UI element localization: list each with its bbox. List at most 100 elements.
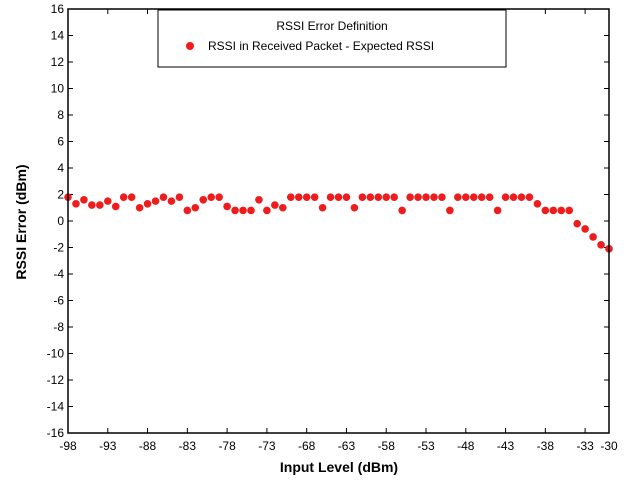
y-tick-label: 8 [57, 108, 64, 122]
x-tick-label: -33 [576, 439, 594, 453]
y-axis-title: RSSI Error (dBm) [13, 164, 29, 279]
y-tick-label: -6 [53, 294, 64, 308]
data-point [597, 241, 605, 249]
data-point [143, 199, 152, 208]
data-point [183, 206, 192, 215]
x-tick-label: -93 [99, 439, 117, 453]
data-point [589, 233, 597, 241]
x-tick-label: -30 [600, 439, 618, 453]
data-point [406, 193, 414, 201]
y-tick-label: 2 [57, 188, 64, 202]
y-tick-label: 4 [57, 161, 64, 175]
data-point [191, 203, 200, 212]
data-point [342, 193, 351, 201]
data-point [310, 193, 319, 201]
data-point [294, 193, 303, 201]
axis-ticks: 16 14 12 10 8 6 4 2 0 -2 -4 -6 -8 -10 -12 -14 -16-98 -93 -… [47, 2, 618, 453]
data-point [581, 225, 589, 233]
y-tick-label: -8 [53, 320, 64, 334]
data-point [549, 206, 558, 215]
data-point [111, 202, 120, 211]
legend-series-label: RSSI in Received Packet - Expected RSSI [208, 39, 434, 53]
y-tick-label: 12 [51, 55, 65, 69]
data-point [398, 206, 406, 215]
y-axis-title-group: RSSI Error (dBm) [13, 164, 29, 279]
data-point [382, 193, 391, 201]
data-point [334, 193, 343, 201]
y-tick-label: 16 [51, 2, 65, 16]
data-point [477, 193, 486, 201]
data-point [374, 193, 383, 201]
data-point [390, 193, 398, 201]
data-point [127, 193, 136, 201]
x-tick-label: -38 [537, 439, 555, 453]
legend: RSSI Error Definition RSSI in Received P… [157, 9, 507, 68]
data-point [302, 193, 311, 201]
x-tick-label: -63 [338, 439, 356, 453]
data-point [96, 201, 104, 209]
data-point [239, 206, 247, 215]
data-point [159, 193, 168, 201]
data-point [366, 193, 375, 201]
x-axis-title: Input Level (dBm) [280, 459, 398, 475]
data-point [525, 193, 534, 201]
data-point [135, 203, 144, 212]
y-tick-label: 14 [51, 29, 65, 43]
data-point [454, 193, 462, 201]
x-tick-label: -98 [59, 439, 77, 453]
data-point [326, 193, 335, 201]
data-point [565, 206, 574, 215]
data-point [509, 193, 518, 201]
data-point [223, 202, 231, 211]
x-tick-label: -68 [298, 439, 316, 453]
data-point [469, 193, 478, 201]
data-point [485, 193, 494, 201]
data-point [557, 206, 566, 215]
x-tick-label: -73 [258, 439, 276, 453]
data-point [501, 193, 510, 201]
y-tick-label: -12 [47, 373, 65, 387]
data-point [231, 206, 239, 215]
data-point [255, 196, 263, 204]
data-point [207, 193, 216, 201]
data-point [80, 196, 88, 204]
data-point [430, 193, 438, 201]
plot-frame [67, 8, 610, 434]
data-point [175, 193, 184, 201]
x-tick-label: -78 [218, 439, 236, 453]
x-tick-label: -48 [457, 439, 475, 453]
data-point [263, 206, 271, 215]
y-tick-label: -4 [53, 267, 64, 281]
legend-marker [186, 42, 194, 50]
data-point [438, 193, 446, 201]
legend-box [157, 9, 507, 68]
data-point [247, 206, 255, 215]
data-point [493, 206, 502, 215]
y-tick-label: -2 [53, 241, 64, 255]
x-tick-label: -88 [139, 439, 157, 453]
data-point [573, 219, 581, 228]
data-point [350, 203, 359, 212]
legend-title: RSSI Error Definition [276, 19, 387, 33]
data-point [422, 193, 430, 201]
data-point [215, 193, 223, 201]
data-point [271, 201, 279, 209]
data-point [358, 193, 367, 201]
data-point [103, 197, 112, 205]
data-point [318, 203, 327, 212]
y-tick-label: -10 [47, 347, 65, 361]
data-point [541, 206, 550, 215]
data-point [533, 199, 542, 208]
y-tick-label: -16 [47, 426, 65, 440]
x-tick-label: -53 [417, 439, 435, 453]
x-tick-label: -58 [378, 439, 396, 453]
data-point [72, 199, 80, 208]
data-point [517, 193, 526, 201]
data-point [88, 201, 96, 209]
data-point [414, 193, 422, 201]
data-point [167, 197, 176, 205]
data-point [199, 196, 208, 204]
data-point [119, 193, 128, 201]
y-tick-label: 10 [51, 82, 65, 96]
